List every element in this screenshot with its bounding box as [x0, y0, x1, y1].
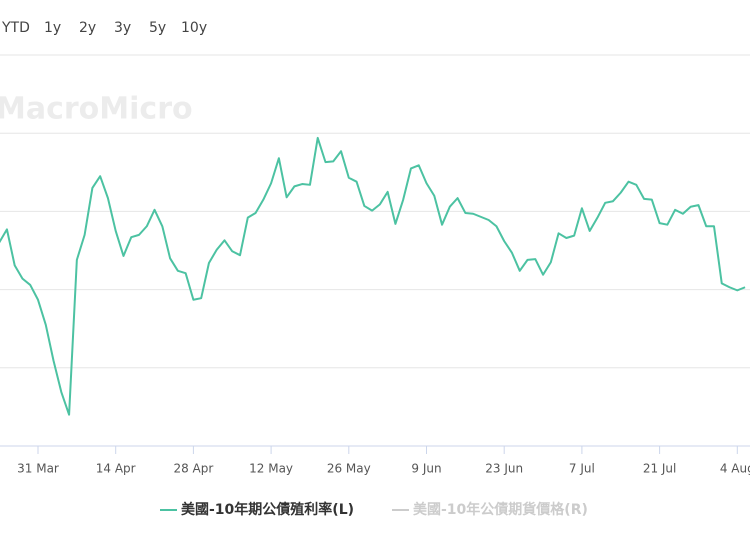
x-tick-label: 9 Jun	[411, 462, 441, 476]
range-button[interactable]: 2y	[79, 20, 96, 36]
x-tick-label: 28 Apr	[173, 462, 213, 476]
range-button[interactable]: 1y	[44, 20, 61, 36]
range-button[interactable]: 10y	[181, 20, 207, 36]
range-button[interactable]: 5y	[149, 20, 166, 36]
legend-label[interactable]: 美國-10年公債期貨價格(R)	[413, 501, 588, 518]
watermark: MacroMicro	[0, 92, 193, 127]
x-tick-label: 7 Jul	[569, 462, 595, 476]
data-line	[0, 136, 746, 416]
x-tick-label: 12 May	[249, 462, 293, 476]
range-button[interactable]: YTD	[1, 20, 30, 36]
x-tick-label: 26 May	[327, 462, 371, 476]
range-button[interactable]: 3y	[114, 20, 131, 36]
x-tick-label: 21 Jul	[643, 462, 677, 476]
legend-label[interactable]: 美國-10年期公債殖利率(L)	[181, 501, 354, 518]
x-tick-label: 14 Apr	[96, 462, 136, 476]
x-tick-label: 23 Jun	[485, 462, 523, 476]
x-tick-label: 31 Mar	[17, 462, 59, 476]
x-tick-label: 4 Aug	[720, 462, 750, 476]
